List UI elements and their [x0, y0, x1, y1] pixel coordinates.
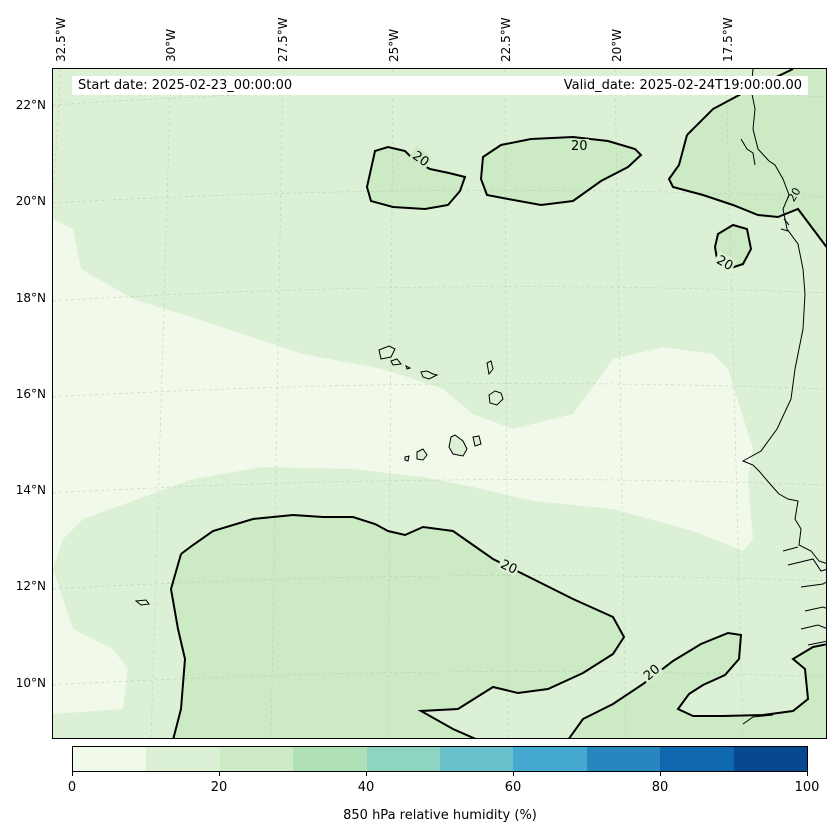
coastline	[740, 69, 826, 725]
contour-label: 20	[714, 253, 736, 274]
colorbar-segment	[513, 747, 587, 771]
humidity-band-20-30-north-west	[367, 147, 465, 209]
colorbar-tick-label: 20	[210, 780, 228, 795]
lat-label-22n: 22°N	[15, 98, 46, 112]
lon-label-30w: 30°W	[164, 28, 178, 62]
lat-label-10n: 10°N	[15, 676, 46, 690]
colorbar-segment	[73, 747, 147, 771]
colorbar-segment	[146, 747, 220, 771]
humidity-band-20-30-south-east	[569, 633, 826, 738]
colorbar-segment	[440, 747, 514, 771]
lon-label-22-5w: 22.5°W	[499, 17, 513, 62]
colorbar-tick	[807, 772, 808, 776]
colorbar-tick-label: 80	[651, 780, 669, 795]
colorbar-segment	[660, 747, 734, 771]
contour-label: 20	[498, 557, 519, 578]
colorbar-tick	[72, 772, 73, 776]
colorbar-segment	[586, 747, 661, 771]
date-bar: Start date: 2025-02-23_00:00:00 Valid_da…	[72, 76, 808, 95]
colorbar-tick	[660, 772, 661, 776]
contour-label: 20	[785, 185, 803, 204]
colorbar-tick	[366, 772, 367, 776]
colorbar-tick	[219, 772, 220, 776]
colorbar-tick-label: 100	[794, 780, 820, 795]
lon-label-27-5w: 27.5°W	[276, 17, 290, 62]
contour-labels: 20 20 20 20 20 20	[408, 139, 803, 684]
humidity-map: 20 20 20 20 20 20	[53, 69, 826, 738]
graticule	[53, 69, 826, 738]
colorbar-segment	[733, 747, 808, 771]
humidity-band-20-30-coast	[669, 69, 826, 247]
colorbar-segment	[366, 747, 441, 771]
map-frame: 20 20 20 20 20 20	[52, 68, 827, 739]
colorbar-tick	[513, 772, 514, 776]
colorbar-tick-label: 60	[504, 780, 522, 795]
lon-label-25w: 25°W	[387, 28, 401, 62]
valid-date: Valid_date: 2025-02-24T19:00:00.00	[563, 78, 802, 93]
colorbar-tick-label: 0	[67, 780, 77, 795]
lon-label-17-5w: 17.5°W	[721, 17, 735, 62]
lon-label-32-5w: 32.5°W	[54, 17, 68, 62]
lon-label-20w: 20°W	[610, 28, 624, 62]
colorbar	[72, 746, 808, 772]
colorbar-segment	[219, 747, 294, 771]
colorbar-tick-label: 40	[357, 780, 375, 795]
lat-label-14n: 14°N	[15, 483, 46, 497]
humidity-band-20-30-north-east	[481, 137, 641, 205]
contour-label: 20	[571, 139, 588, 154]
humidity-band-0-10	[53, 219, 753, 714]
lat-label-16n: 16°N	[15, 387, 46, 401]
start-date: Start date: 2025-02-23_00:00:00	[78, 78, 293, 93]
lat-label-20n: 20°N	[15, 194, 46, 208]
lat-label-18n: 18°N	[15, 291, 46, 305]
lat-label-12n: 12°N	[15, 579, 46, 593]
colorbar-segment	[293, 747, 367, 771]
colorbar-label: 850 hPa relative humidity (%)	[343, 808, 537, 823]
cape-verde-islands	[134, 345, 504, 606]
